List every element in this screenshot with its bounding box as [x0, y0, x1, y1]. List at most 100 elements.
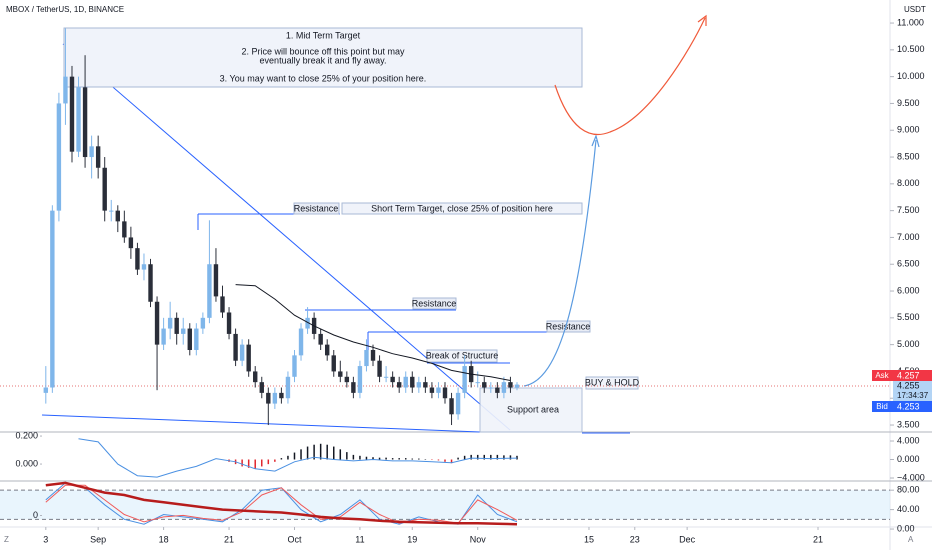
y-tick-label: 3.500 [897, 419, 920, 429]
candle-body [69, 76, 75, 152]
candle-body [325, 344, 330, 356]
label-box [426, 349, 498, 363]
arrow-head [697, 14, 707, 26]
candle-body [187, 328, 192, 350]
y-tick-label: 9.000 [897, 125, 920, 135]
countdown: 17:34:37 [897, 391, 929, 400]
x-tick-label: 15 [584, 534, 594, 544]
y-tick-label: 80.00 [897, 485, 920, 495]
moving-average [235, 284, 511, 381]
x-tick-label: 11 [355, 534, 364, 544]
candle-body [416, 382, 422, 388]
candle-body [122, 221, 127, 238]
y-tick-label: 0.000 [897, 454, 920, 464]
annotations: 1. Mid Term Target 2. Price will bounce … [0, 14, 890, 434]
y-tick-label: 8.000 [897, 178, 920, 188]
oscillator-line [45, 481, 518, 526]
candle-body [423, 382, 428, 388]
candle-body [115, 210, 120, 222]
resistance-label: Resistance [294, 203, 339, 213]
candle-body [331, 355, 336, 372]
y-tick-label: 11.000 [897, 17, 924, 27]
x-tick-label: 21 [224, 534, 234, 544]
candle-body [200, 317, 206, 329]
candle-body [285, 376, 291, 399]
candle-body [514, 384, 520, 388]
y-tick-label: −4.000 [897, 472, 925, 482]
x-tick-label: 18 [159, 534, 169, 544]
candle-body [239, 344, 245, 361]
break-label: Break of Structure [426, 350, 499, 360]
candle-body [266, 392, 271, 404]
y-tick-label: 7.500 [897, 205, 920, 215]
candle-body [390, 376, 395, 383]
band [0, 490, 890, 520]
target-label: Short Term Target, close 25% of position… [371, 203, 553, 213]
candle-body [449, 398, 454, 415]
y2-tick-label: 0.200 [15, 430, 38, 440]
candle-body [396, 382, 402, 388]
y-tick-label: 6.000 [897, 285, 920, 295]
projection-curve [523, 139, 597, 387]
candle-body [377, 360, 382, 377]
candle-body [351, 382, 356, 393]
candle-body [50, 210, 55, 388]
macd-line [78, 438, 518, 478]
quote: Ask 4.257 4.255 17:34:37 Bid 4.253 [872, 370, 932, 412]
y2-tick-label: 0.000 [15, 458, 38, 468]
note: 2. Price will bounce off this point but … [242, 46, 405, 56]
ask-price: 4.257 [897, 370, 920, 380]
candle-body [370, 349, 376, 361]
ask-tag [872, 370, 893, 381]
candle-body [102, 167, 107, 211]
candle-body [128, 237, 134, 249]
candle-body [56, 103, 62, 211]
candle-body [344, 376, 350, 383]
candle-body [220, 296, 225, 313]
label-box [412, 297, 457, 310]
y-tick-label: 5.500 [897, 312, 920, 322]
x-tick-label: Oct [287, 534, 302, 544]
candle-body [253, 371, 258, 383]
bid-label: Bid [876, 402, 888, 411]
ask-label: Ask [875, 371, 889, 380]
candle-body [135, 248, 140, 270]
note: 1. Mid Term Target [286, 30, 361, 40]
candle-body [436, 387, 441, 393]
candle-body [338, 371, 343, 377]
y-tick-label: 10.500 [897, 44, 925, 54]
projection-curve [554, 17, 706, 136]
candle-body [161, 328, 166, 345]
candle-body [109, 210, 114, 212]
candle-body [410, 376, 415, 388]
corner[interactable]: A [908, 535, 914, 544]
corner[interactable]: Z [4, 535, 9, 544]
candle-body [233, 333, 238, 361]
candle-body [148, 264, 153, 302]
candle-body [76, 87, 81, 152]
label-box [293, 202, 340, 215]
x-tick-label: 3 [43, 534, 48, 544]
x-tick-label: 23 [630, 534, 640, 544]
last-price: 4.255 [897, 380, 920, 390]
candle-body [174, 317, 179, 334]
candle-body [495, 387, 500, 393]
y-tick-label: 9.500 [897, 98, 920, 108]
y-tick-label: 4.000 [897, 435, 920, 445]
candle-body [475, 382, 480, 384]
y-tick-label: 5.000 [897, 339, 920, 349]
currency: USDT [904, 5, 926, 14]
y-tick-label: 7.000 [897, 232, 920, 242]
candle-body [213, 264, 219, 297]
y-tick-label: 10.000 [897, 71, 925, 81]
candle-body [63, 76, 68, 104]
candle-body [226, 312, 232, 334]
candle-body [442, 387, 448, 399]
x-tick-label: Nov [470, 534, 487, 544]
candle-body [82, 87, 88, 158]
note: eventually break it and fly away. [260, 55, 387, 65]
candle-body [482, 382, 487, 388]
candle-body [167, 317, 173, 329]
